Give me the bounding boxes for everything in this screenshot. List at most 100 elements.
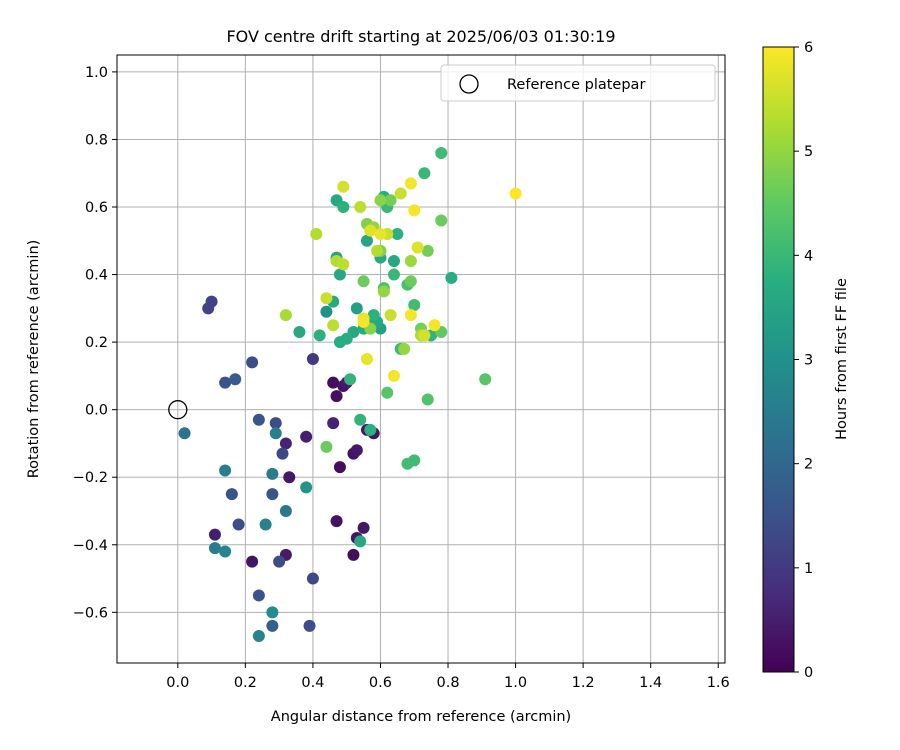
colorbar-ticks: 0 1 2 3 4 5 6 [794, 40, 813, 681]
scatter-point [360, 353, 373, 365]
colorbar: 0 1 2 3 4 5 6 Hours from first FF file [762, 40, 850, 681]
scatter-point [344, 373, 357, 386]
colorbar-tick-label: 1 [804, 561, 813, 577]
scatter-point [252, 589, 265, 602]
scatter-point [330, 515, 343, 528]
data-points [178, 146, 522, 642]
scatter-point [411, 241, 424, 254]
scatter-point [293, 325, 306, 338]
scatter-point [300, 481, 313, 494]
chart-title: FOV centre drift starting at 2025/06/03 … [226, 27, 615, 46]
scatter-point [337, 201, 350, 213]
scatter-point [479, 373, 492, 386]
reference-platepar-marker [168, 400, 188, 420]
scatter-point [381, 386, 394, 399]
scatter-point [232, 518, 245, 531]
scatter-point [246, 356, 259, 369]
scatter-point [225, 488, 238, 501]
scatter-point [279, 505, 292, 517]
x-tick-label: 0.2 [234, 675, 257, 691]
scatter-point [404, 177, 417, 190]
scatter-point [387, 268, 400, 281]
legend-marker-icon [459, 74, 479, 94]
scatter-point [374, 228, 387, 241]
scatter-point [279, 309, 292, 322]
y-tick-label: 0.4 [85, 268, 108, 284]
scatter-point [219, 464, 232, 477]
scatter-point [266, 467, 279, 480]
scatter-point [279, 437, 292, 450]
colorbar-tick-label: 3 [804, 353, 813, 369]
x-tick-label: 0.8 [436, 675, 459, 691]
scatter-point [394, 187, 407, 200]
scatter-point [219, 545, 232, 558]
scatter-point [273, 555, 286, 568]
scatter-point [252, 413, 265, 426]
scatter-point [374, 194, 387, 207]
x-tick-label: 0.0 [166, 675, 189, 691]
colorbar-tick-label: 0 [804, 665, 813, 681]
scatter-point [384, 194, 397, 207]
y-axis-ticks: −0.6 −0.4 −0.2 0.0 0.2 0.4 0.6 0.8 1.0 [73, 65, 117, 621]
y-tick-label: 0.6 [85, 200, 108, 216]
colorbar-gradient [762, 46, 795, 673]
scatter-point [320, 292, 333, 305]
scatter-point [387, 255, 400, 268]
scatter-point [327, 376, 340, 389]
scatter-point [347, 548, 360, 561]
scatter-point [421, 393, 434, 406]
scatter-point [246, 555, 259, 568]
scatter-point [266, 606, 279, 619]
scatter-point [354, 413, 367, 426]
y-tick-label: −0.4 [73, 538, 108, 554]
x-tick-label: 1.2 [572, 675, 595, 691]
scatter-point [337, 180, 350, 193]
scatter-point [428, 319, 441, 332]
x-axis-label: Angular distance from reference (arcmin) [271, 709, 571, 725]
scatter-point [266, 619, 279, 632]
scatter-point [377, 285, 390, 298]
scatter-point [509, 187, 522, 200]
scatter-point [408, 204, 421, 217]
colorbar-label: Hours from first FF file [834, 278, 850, 440]
scatter-point [266, 488, 279, 501]
scatter-point [208, 528, 221, 541]
scatter-point [398, 342, 411, 355]
scatter-point [330, 390, 343, 403]
scatter-point [320, 305, 333, 318]
plot-frame [116, 54, 726, 664]
colorbar-tick-label: 2 [804, 457, 813, 473]
scatter-point [364, 224, 377, 237]
colorbar-tick-label: 6 [804, 40, 813, 56]
x-tick-label: 0.4 [301, 675, 324, 691]
legend-label: Reference platepar [507, 77, 645, 93]
scatter-point [252, 629, 265, 642]
y-tick-label: 0.2 [85, 335, 108, 351]
legend-box [440, 64, 716, 102]
scatter-point [360, 234, 373, 247]
x-tick-label: 1.0 [504, 675, 527, 691]
scatter-point [259, 518, 272, 531]
scatter-point [320, 440, 333, 453]
scatter-point [357, 315, 370, 328]
scatter-point [357, 275, 370, 288]
scatter-point [435, 214, 448, 227]
scatter-point [357, 521, 370, 534]
scatter-point [387, 369, 400, 382]
y-tick-label: −0.6 [73, 605, 108, 621]
y-tick-label: −0.2 [73, 470, 108, 486]
scatter-point [418, 329, 431, 342]
scatter-point [327, 417, 340, 430]
scatter-point [306, 353, 319, 365]
scatter-point [435, 146, 448, 159]
scatter-point [283, 471, 296, 484]
scatter-point [229, 373, 242, 386]
scatter-point [367, 309, 380, 322]
scatter-point [384, 309, 397, 322]
x-tick-label: 0.6 [369, 675, 392, 691]
scatter-point [371, 244, 384, 257]
scatter-point [340, 332, 353, 345]
scatter-point [445, 271, 458, 284]
colorbar-tick-label: 4 [804, 248, 813, 264]
